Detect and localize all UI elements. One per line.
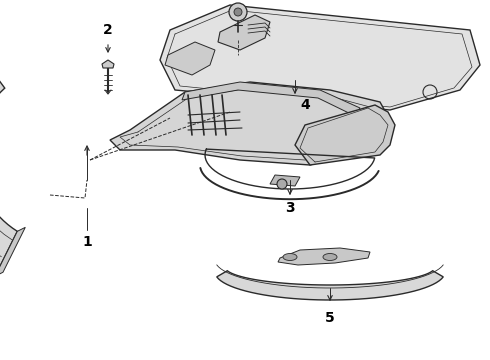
Polygon shape bbox=[270, 175, 300, 186]
Polygon shape bbox=[278, 248, 370, 265]
Polygon shape bbox=[102, 60, 114, 68]
Text: 2: 2 bbox=[103, 23, 113, 37]
Text: 4: 4 bbox=[300, 98, 310, 112]
Polygon shape bbox=[0, 48, 17, 276]
Text: 1: 1 bbox=[82, 235, 92, 249]
Circle shape bbox=[277, 179, 287, 189]
Polygon shape bbox=[165, 42, 215, 75]
Polygon shape bbox=[182, 82, 360, 116]
Circle shape bbox=[234, 8, 242, 16]
Polygon shape bbox=[160, 5, 480, 110]
Polygon shape bbox=[217, 271, 443, 300]
Ellipse shape bbox=[323, 253, 337, 261]
Polygon shape bbox=[218, 15, 270, 50]
Ellipse shape bbox=[283, 253, 297, 261]
Circle shape bbox=[229, 3, 247, 21]
Polygon shape bbox=[110, 82, 390, 165]
Polygon shape bbox=[295, 105, 395, 165]
Polygon shape bbox=[0, 227, 25, 276]
Text: 3: 3 bbox=[285, 201, 295, 215]
Text: 5: 5 bbox=[325, 311, 335, 325]
